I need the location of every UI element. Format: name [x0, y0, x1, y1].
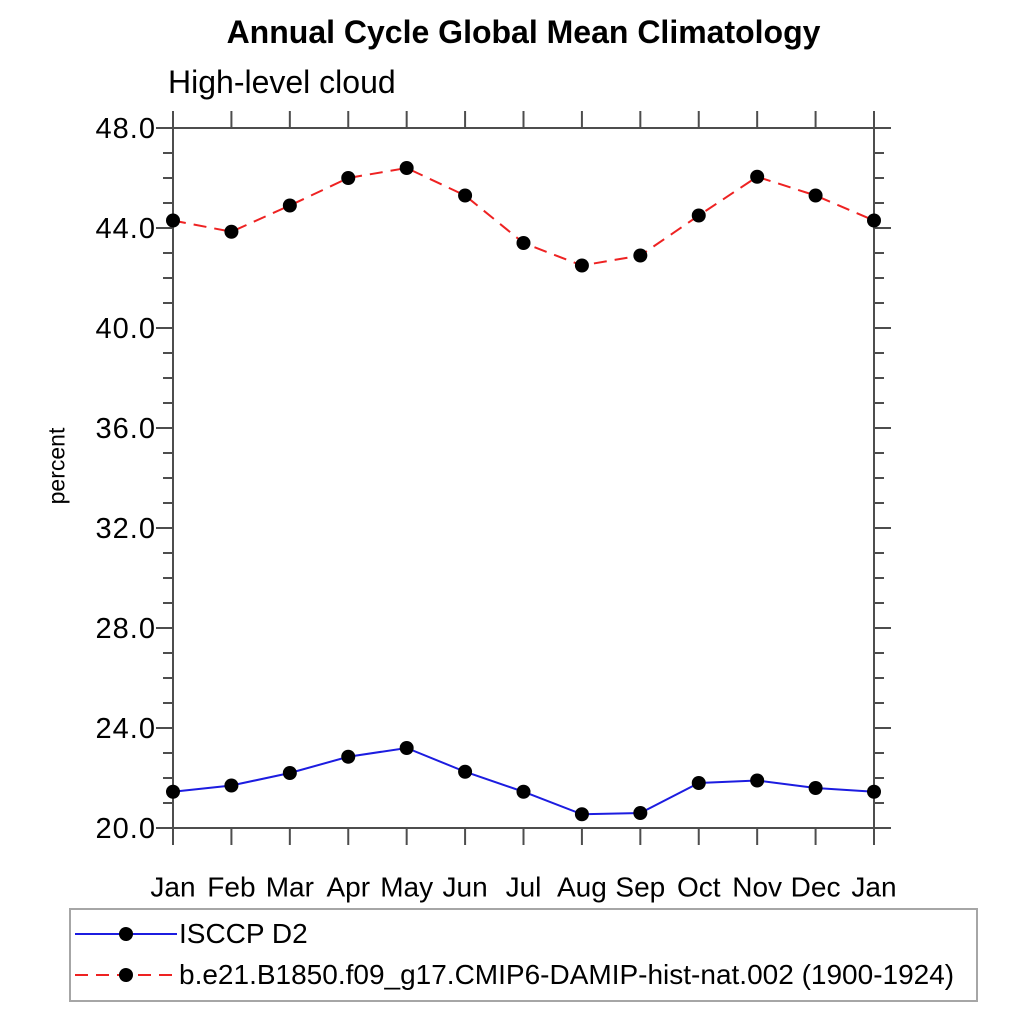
data-point — [574, 258, 589, 273]
x-tick-label: Oct — [677, 872, 721, 903]
data-point — [341, 749, 356, 764]
data-point — [691, 208, 706, 223]
data-point — [399, 741, 414, 755]
legend-sample-marker — [119, 927, 133, 941]
x-tick-label: Jan — [150, 872, 195, 903]
data-point — [458, 764, 473, 779]
x-tick-label: Apr — [326, 872, 370, 903]
data-point — [633, 248, 648, 263]
data-point — [224, 778, 239, 793]
y-tick-label: 48.0 — [96, 113, 156, 145]
y-tick-label: 44.0 — [96, 213, 156, 245]
data-point — [867, 784, 881, 799]
x-tick-label: Feb — [207, 872, 255, 903]
y-tick-label: 20.0 — [96, 813, 156, 845]
legend-box: ISCCP D2 b.e21.B1850.f09_g17.CMIP6-DAMIP… — [69, 908, 978, 1002]
data-point — [399, 161, 414, 175]
x-tick-label: Jul — [506, 872, 542, 903]
data-point — [458, 188, 473, 203]
data-point — [808, 781, 823, 795]
legend-label-isccp-d2: ISCCP D2 — [179, 918, 308, 949]
x-tick-label: May — [380, 872, 433, 903]
data-point — [574, 807, 589, 822]
legend-sample-marker — [119, 968, 133, 982]
data-point — [516, 236, 531, 250]
x-tick-label: Jan — [851, 872, 896, 903]
data-point — [633, 806, 648, 820]
legend-item-model: b.e21.B1850.f09_g17.CMIP6-DAMIP-hist-nat… — [75, 961, 954, 989]
y-tick-label: 36.0 — [96, 413, 156, 445]
x-tick-label: Aug — [557, 872, 607, 903]
x-tick-label: Nov — [732, 872, 782, 903]
data-point — [867, 213, 881, 228]
data-point — [341, 171, 356, 185]
data-point — [282, 198, 297, 213]
x-tick-label: Jun — [443, 872, 488, 903]
data-point — [516, 784, 531, 799]
y-tick-label: 28.0 — [96, 613, 156, 645]
y-tick-label: 40.0 — [96, 313, 156, 345]
legend-line-sample-isccp-d2 — [75, 927, 177, 941]
y-tick-label: 24.0 — [96, 713, 156, 745]
data-point — [750, 169, 765, 184]
legend-line-sample-model — [75, 968, 177, 982]
plot-box — [172, 127, 875, 829]
data-point — [282, 766, 297, 780]
data-point — [166, 784, 180, 799]
chart-subtitle: High-level cloud — [168, 64, 396, 100]
series-line-isccp-d2 — [172, 746, 875, 816]
data-point — [691, 776, 706, 790]
data-point — [750, 773, 765, 788]
legend-item-isccp-d2: ISCCP D2 — [75, 920, 308, 948]
x-tick-label: Dec — [791, 872, 841, 903]
x-tick-label: Mar — [266, 872, 314, 903]
data-point — [166, 213, 180, 228]
legend-label-model: b.e21.B1850.f09_g17.CMIP6-DAMIP-hist-nat… — [179, 959, 955, 990]
x-tick-label: Sep — [615, 872, 665, 903]
data-point — [224, 224, 239, 239]
series-line-model — [172, 166, 875, 267]
y-tick-label: 32.0 — [96, 513, 156, 545]
chart-title: Annual Cycle Global Mean Climatology — [226, 14, 821, 50]
data-point — [808, 188, 823, 203]
